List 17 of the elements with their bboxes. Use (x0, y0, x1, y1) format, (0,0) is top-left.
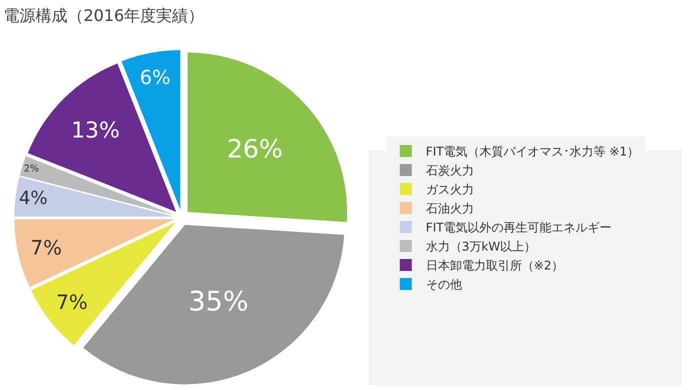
legend-label: その他 (426, 278, 462, 292)
legend-label: 水力（3万kW以上） (426, 240, 536, 254)
data-label: 13% (71, 118, 120, 144)
legend-label: ガス火力 (426, 182, 474, 197)
legend-label: 石油火力 (426, 202, 474, 216)
chart-title: 電源構成（2016年度実績） (3, 6, 204, 25)
legend-label: FIT電気以外の再生可能エネルギー (426, 220, 612, 235)
data-label: 2% (24, 163, 40, 174)
data-label: 4% (18, 188, 48, 210)
legend-label: 石炭火力 (426, 164, 474, 178)
legend-label: 日本卸電力取引所（※2） (426, 258, 564, 273)
data-label: 7% (30, 236, 62, 260)
data-label: 6% (140, 66, 171, 90)
data-label: 7% (56, 291, 88, 314)
data-label: 26% (226, 134, 283, 164)
legend-label: FIT電気（木質バイオマス･水力等 ※1） (426, 144, 640, 159)
data-label: 35% (188, 286, 248, 318)
